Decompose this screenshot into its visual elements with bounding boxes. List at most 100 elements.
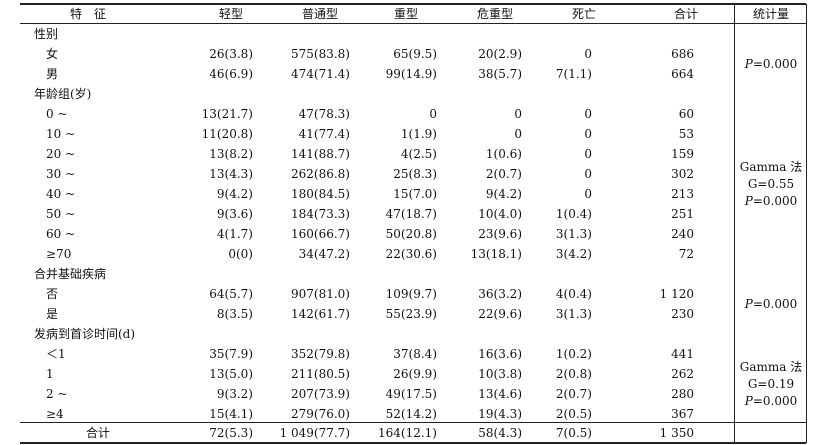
table-cell: 4(2.5) (400, 147, 437, 161)
table-cell: 4(0.4) (555, 287, 592, 301)
table-cell: 3(1.3) (555, 227, 592, 241)
table-rule (20, 3, 806, 5)
table-cell: 11(20.8) (201, 127, 253, 141)
table-cell: 15(4.1) (209, 407, 253, 421)
table-rule (20, 23, 806, 24)
table-cell: 13(21.7) (201, 107, 253, 121)
row-label: 否 (46, 287, 59, 301)
row-label: 20 ~ (46, 147, 76, 161)
table-cell: 230 (671, 307, 694, 321)
table-cell: 279(76.0) (291, 407, 350, 421)
table-cell: 262(86.8) (291, 167, 350, 181)
table-cell: 2(0.7) (485, 167, 522, 181)
table-cell: 34(47.2) (298, 247, 350, 261)
table-cell: 13(4.3) (209, 167, 253, 181)
table-cell: 1 120 (659, 287, 694, 301)
stat-line: G=0.55 (747, 176, 795, 191)
total-cell: 164(12.1) (378, 426, 437, 440)
table-cell: 38(5.7) (478, 67, 522, 81)
stat-line: Gamma 法 (739, 159, 803, 174)
row-label: 10 ~ (46, 127, 76, 141)
table-cell: 72 (678, 247, 694, 261)
table-cell: 160(66.7) (291, 227, 350, 241)
table-cell: 367 (671, 407, 694, 421)
table-cell: 55(23.9) (385, 307, 437, 321)
header-cell: 死亡 (571, 7, 596, 21)
header-cell: 统计量 (752, 7, 789, 21)
column-divider (806, 4, 807, 443)
table-cell: 0 (514, 107, 522, 121)
row-label: ≥70 (46, 247, 72, 261)
table-cell: 99(14.9) (385, 67, 437, 81)
table-cell: 0 (584, 187, 592, 201)
table-cell: 52(14.2) (385, 407, 437, 421)
table-cell: 37(8.4) (393, 347, 437, 361)
table-cell: 9(3.6) (216, 207, 253, 221)
table-cell: 0 (584, 107, 592, 121)
table-cell: 47(78.3) (298, 107, 350, 121)
row-label: 男 (46, 67, 59, 81)
table-cell: 7(1.1) (555, 67, 592, 81)
total-label: 合计 (85, 426, 110, 440)
table-cell: 0 (514, 127, 522, 141)
header-cell: 合计 (673, 7, 698, 21)
group-label: 合并基础疾病 (34, 267, 107, 281)
table-cell: 36(3.2) (478, 287, 522, 301)
table-cell: 65(9.5) (393, 47, 437, 61)
table-cell: 441 (671, 347, 694, 361)
table-cell: 2(0.7) (555, 387, 592, 401)
column-divider (734, 4, 735, 443)
table-cell: 19(4.3) (478, 407, 522, 421)
table-cell: 280 (671, 387, 694, 401)
table-cell: 352(79.8) (291, 347, 350, 361)
table-cell: 9(3.2) (216, 387, 253, 401)
table-cell: 60 (678, 107, 694, 121)
table-cell: 16(3.6) (478, 347, 522, 361)
table-cell: 49(17.5) (385, 387, 437, 401)
table-cell: 142(61.7) (291, 307, 350, 321)
total-cell: 1 350 (659, 426, 694, 440)
table-cell: 8(3.5) (216, 307, 253, 321)
table-cell: 1(0.6) (485, 147, 522, 161)
table-cell: 15(7.0) (393, 187, 437, 201)
table-cell: 26(9.9) (393, 367, 437, 381)
total-cell: 72(5.3) (209, 426, 253, 440)
table-cell: 575(83.8) (291, 47, 350, 61)
header-cell: 特 征 (69, 7, 106, 21)
table-cell: 47(18.7) (385, 207, 437, 221)
table-cell: 41(77.4) (298, 127, 350, 141)
stat-line: P=0.000 (744, 296, 798, 311)
header-cell: 危重型 (476, 7, 513, 21)
table-cell: 10(4.0) (478, 207, 522, 221)
row-label: 1 (46, 367, 54, 381)
table-cell: 22(9.6) (478, 307, 522, 321)
table-cell: 64(5.7) (209, 287, 253, 301)
table-cell: 10(3.8) (478, 367, 522, 381)
table-cell: 240 (671, 227, 694, 241)
table-cell: 2(0.5) (555, 407, 592, 421)
row-label: 60 ~ (46, 227, 76, 241)
table-cell: 3(1.3) (555, 307, 592, 321)
table-cell: 13(4.6) (478, 387, 522, 401)
row-label: 女 (46, 47, 59, 61)
row-label: 0 ~ (46, 107, 68, 121)
table-cell: 13(18.1) (470, 247, 522, 261)
table-cell: 302 (671, 167, 694, 181)
row-label: 40 ~ (46, 187, 76, 201)
stat-line: Gamma 法 (739, 359, 803, 374)
total-cell: 58(4.3) (478, 426, 522, 440)
group-label: 年龄组(岁) (34, 87, 92, 101)
table-cell: 26(3.8) (209, 47, 253, 61)
row-label: 是 (46, 307, 59, 321)
table-cell: 46(6.9) (209, 67, 253, 81)
total-cell: 1 049(77.7) (279, 426, 350, 440)
table-cell: 1(1.9) (400, 127, 437, 141)
table-cell: 109(9.7) (385, 287, 437, 301)
table-cell: 0(0) (228, 247, 253, 261)
total-cell: 7(0.5) (555, 426, 592, 440)
table-cell: 3(4.2) (555, 247, 592, 261)
table-cell: 20(2.9) (478, 47, 522, 61)
row-label: 2 ~ (46, 387, 68, 401)
table-cell: 4(1.7) (216, 227, 253, 241)
